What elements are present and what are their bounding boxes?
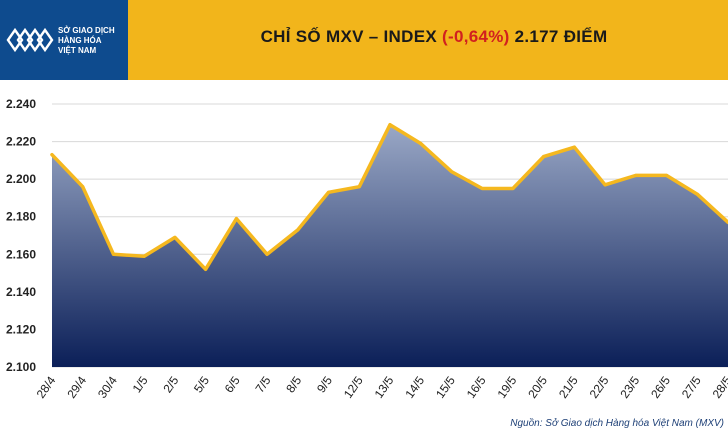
x-tick-label: 29/4 — [64, 373, 89, 400]
data-point — [296, 228, 300, 232]
x-tick-label: 28/4 — [34, 373, 59, 400]
y-axis-ticks: 2.100 2.120 2.140 2.160 2.180 2.200 2.220 2.240 — [6, 97, 36, 374]
data-point — [695, 192, 699, 196]
data-point — [542, 155, 546, 159]
data-point — [449, 170, 453, 174]
y-tick-label: 2.120 — [6, 322, 36, 336]
x-tick-label: 20/5 — [525, 373, 550, 400]
mxv-index-chart: 2.100 2.120 2.140 2.160 2.180 2.200 2.220 2.240… — [6, 97, 728, 401]
y-tick-label: 2.180 — [6, 210, 36, 224]
data-point — [173, 235, 177, 239]
data-point — [142, 254, 146, 258]
x-tick-label: 23/5 — [617, 373, 642, 400]
x-tick-label: 22/5 — [587, 373, 612, 400]
data-point — [111, 252, 115, 256]
data-point — [388, 123, 392, 127]
area-path — [52, 124, 728, 367]
data-point — [204, 267, 208, 271]
x-tick-label: 13/5 — [372, 373, 397, 400]
data-point — [480, 187, 484, 191]
x-tick-label: 28/5 — [710, 373, 728, 400]
x-tick-label: 1/5 — [130, 373, 151, 395]
data-point — [327, 190, 331, 194]
x-axis-ticks: 28/4 29/4 30/4 1/5 2/5 5/5 6/5 7/5 8/5 9/5 12/5 13/… — [34, 373, 728, 400]
logo-line: VIỆT NAM — [58, 46, 97, 55]
data-point — [634, 173, 638, 177]
x-tick-label: 21/5 — [556, 373, 581, 400]
chart-header: SỞ GIAO DỊCH HÀNG HÓA VIỆT NAM CHỈ SỐ MX… — [0, 0, 728, 80]
data-point — [234, 217, 238, 221]
series-line — [50, 122, 728, 272]
data-point — [265, 252, 269, 256]
x-tick-label: 12/5 — [341, 373, 366, 400]
source-note: Nguồn: Sở Giao dịch Hàng hóa Việt Nam (M… — [510, 418, 724, 429]
x-tick-label: 7/5 — [253, 373, 274, 395]
x-tick-label: 15/5 — [433, 373, 458, 400]
title-change: (-0,64%) — [442, 27, 510, 46]
x-tick-label: 5/5 — [191, 373, 212, 395]
mxv-logo: SỞ GIAO DỊCH HÀNG HÓA VIỆT NAM — [0, 0, 128, 80]
x-tick-label: 26/5 — [648, 373, 673, 400]
x-tick-label: 14/5 — [402, 373, 427, 400]
data-point — [50, 153, 54, 157]
x-tick-label: 30/4 — [95, 373, 120, 400]
area-fill — [52, 124, 728, 367]
x-tick-label: 6/5 — [222, 373, 243, 395]
data-point — [419, 141, 423, 145]
data-point — [81, 185, 85, 189]
data-point — [357, 185, 361, 189]
y-tick-label: 2.200 — [6, 172, 36, 186]
data-point — [572, 145, 576, 149]
x-tick-label: 8/5 — [283, 373, 304, 395]
title-suffix: 2.177 ĐIỂM — [514, 27, 608, 46]
y-tick-label: 2.240 — [6, 97, 36, 111]
logo-line: HÀNG HÓA — [58, 36, 102, 45]
chart-title: CHỈ SỐ MXV – INDEX (-0,64%) 2.177 ĐIỂM — [140, 27, 728, 47]
y-tick-label: 2.100 — [6, 360, 36, 374]
x-tick-label: 2/5 — [160, 373, 181, 395]
x-tick-label: 16/5 — [464, 373, 489, 400]
data-point — [511, 187, 515, 191]
x-tick-label: 19/5 — [495, 373, 520, 400]
data-point — [603, 183, 607, 187]
x-tick-label: 27/5 — [679, 373, 704, 400]
logo-text: SỞ GIAO DỊCH HÀNG HÓA VIỆT NAM — [58, 26, 124, 56]
y-tick-label: 2.220 — [6, 135, 36, 149]
title-prefix: CHỈ SỐ MXV – INDEX — [260, 27, 437, 46]
mxv-logo-icon — [6, 27, 54, 53]
data-point — [665, 173, 669, 177]
y-tick-label: 2.140 — [6, 285, 36, 299]
y-tick-label: 2.160 — [6, 247, 36, 261]
x-tick-label: 9/5 — [314, 373, 335, 395]
logo-line: SỞ GIAO DỊCH — [58, 26, 115, 35]
